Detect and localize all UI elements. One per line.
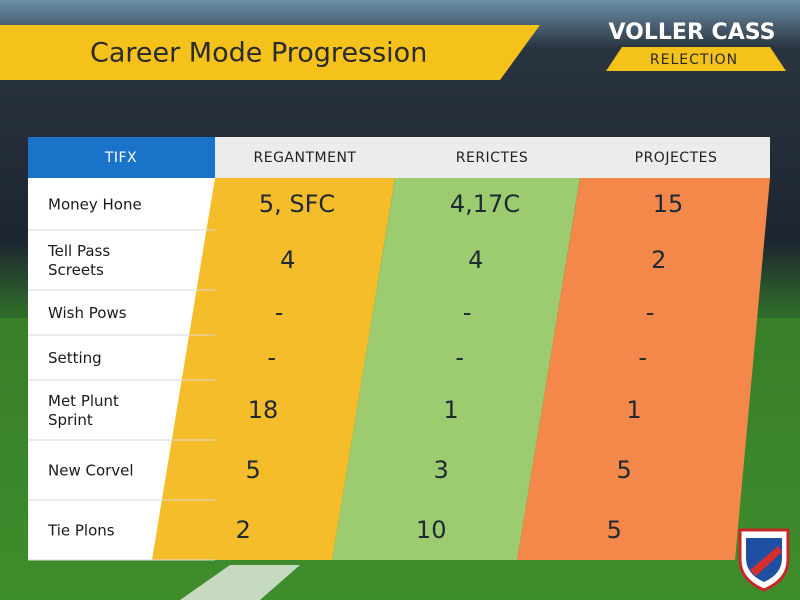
cell-value: 18 (248, 396, 279, 424)
header-corner (28, 137, 215, 178)
title: Career Mode Progression (90, 38, 427, 69)
row-label: Screets (48, 261, 104, 279)
cell-value: - (275, 299, 284, 327)
column-header: TIFX (104, 150, 137, 166)
column-fill (332, 178, 580, 560)
cell-value: - (463, 299, 472, 327)
cell-value: 5 (245, 456, 260, 484)
cell-value: - (646, 299, 655, 327)
row-label: Tie Plons (47, 522, 115, 540)
cell-value: 3 (433, 456, 448, 484)
row-label: Met Plunt (48, 392, 119, 410)
cell-value: 2 (651, 246, 666, 274)
logo: VOLLER CASS (609, 20, 776, 45)
column-header: PROJECTES (635, 150, 718, 166)
cell-value: 2 (236, 516, 251, 544)
cell-value: - (267, 344, 276, 372)
column-fill (152, 178, 395, 560)
cell-value: 10 (416, 516, 447, 544)
logo-banner (606, 47, 786, 71)
cell-value: 5 (616, 456, 631, 484)
cell-value: - (455, 344, 464, 372)
cell-value: 1 (443, 396, 458, 424)
cell-value: 15 (653, 190, 684, 218)
column-fill (517, 178, 770, 560)
logo-subtitle: RELECTION (650, 52, 738, 68)
cell-value: - (638, 344, 647, 372)
row-label: Setting (48, 349, 102, 367)
header-row (215, 137, 770, 178)
cell-value: 4 (468, 246, 483, 274)
pitch-line (180, 565, 300, 600)
column-header: RERICTES (456, 150, 529, 166)
row-label: Wish Pows (48, 304, 127, 322)
cell-value: 5, SFC (259, 190, 335, 218)
club-crest (738, 528, 790, 592)
row-label: Sprint (48, 411, 93, 429)
cell-value: 5 (607, 516, 622, 544)
row-label: Money Hone (48, 196, 142, 214)
row-label: Tell Pass (47, 242, 110, 260)
cell-value: 4 (280, 246, 295, 274)
column-header: REGANTMENT (254, 150, 357, 166)
title-banner (0, 25, 540, 80)
row-label: New Corvel (48, 462, 134, 480)
cell-value: 4,17C (450, 190, 520, 218)
cell-value: 1 (626, 396, 641, 424)
